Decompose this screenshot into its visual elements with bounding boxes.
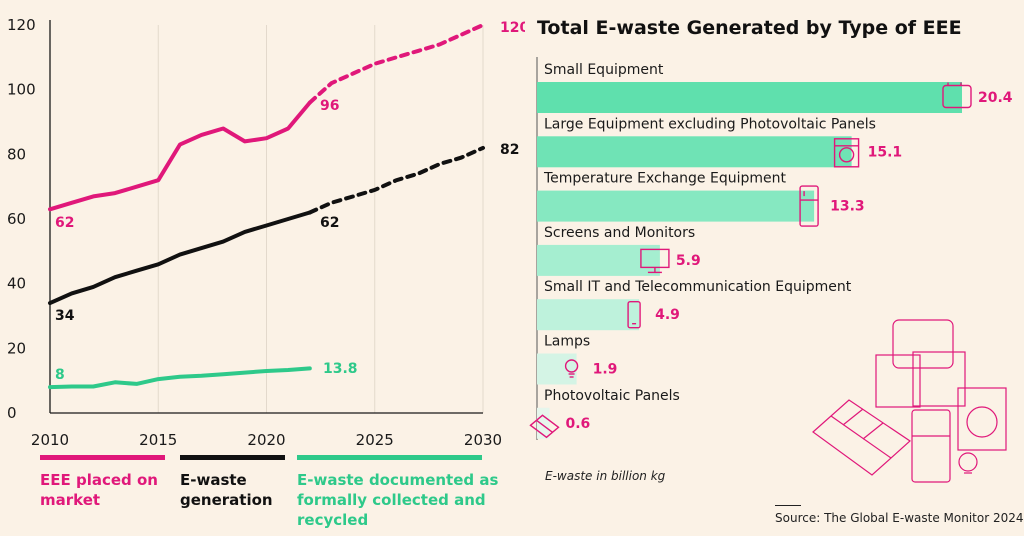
monitor-icon <box>912 351 966 407</box>
solar-panel-icon <box>529 414 560 439</box>
label-ewaste-2030: 82 <box>500 142 519 158</box>
bar-value-label: 4.9 <box>655 307 680 323</box>
unit-note: E-waste in billion kg <box>545 469 666 483</box>
washing-machine-icon <box>966 406 998 438</box>
legend-swatch-ewaste <box>180 455 285 460</box>
bar-category-label: Lamps <box>544 334 590 350</box>
bar-category-label: Small Equipment <box>544 62 664 78</box>
legend-swatch-eee <box>40 455 165 460</box>
series-projection-0 <box>307 23 485 105</box>
y-tick-label: 80 <box>7 145 26 163</box>
bar-value-label: 20.4 <box>978 90 1013 106</box>
x-tick-label: 2025 <box>356 431 394 449</box>
bar-category-label: Screens and Monitors <box>544 225 695 241</box>
solar-panel-icon <box>812 399 911 476</box>
label-recycled-2010: 8 <box>55 367 65 383</box>
bulb-icon <box>564 359 579 373</box>
washing-machine-icon <box>838 147 855 163</box>
y-tick-label: 100 <box>7 81 36 99</box>
bar-category-label: Large Equipment excluding Photovoltaic P… <box>544 116 876 132</box>
solar-panel-icon <box>830 415 892 459</box>
series-line-1 <box>48 210 312 306</box>
legend-label-recycled: E-waste documented as formally collected… <box>297 471 499 529</box>
series-line-2 <box>48 366 312 390</box>
phone-icon <box>627 301 641 329</box>
bar-value-label: 1.9 <box>593 362 618 378</box>
x-tick-label: 2020 <box>247 431 285 449</box>
label-recycled-2022: 13.8 <box>323 361 358 377</box>
label-eee-2030: 120 <box>500 20 525 36</box>
legend-label-ewaste: E-waste generation <box>180 471 273 509</box>
bulb-icon <box>958 452 978 472</box>
solar-panel-icon <box>536 419 553 433</box>
bar-value-label: 15.1 <box>868 144 903 160</box>
washing-machine-icon <box>957 387 1007 451</box>
series-line-0 <box>48 100 312 212</box>
x-tick-label: 2010 <box>31 431 69 449</box>
y-tick-label: 120 <box>7 16 36 34</box>
y-tick-label: 60 <box>7 210 26 228</box>
monitor-icon <box>640 248 670 269</box>
solar-panel-icon <box>842 408 864 426</box>
label-ewaste-2010: 34 <box>55 308 75 324</box>
bar <box>537 244 660 276</box>
bar-category-label: Temperature Exchange Equipment <box>543 171 786 187</box>
line-chart: 2010 2015 2020 2025 2030 0 20 40 60 80 100 120 62 96 1… <box>7 16 525 449</box>
y-tick-label: 40 <box>7 275 26 293</box>
source-divider <box>775 505 801 506</box>
bar <box>537 299 640 331</box>
bar-category-label: Small IT and Telecommunication Equipment <box>544 279 852 295</box>
label-eee-2010: 62 <box>55 215 74 231</box>
source-note: Source: The Global E-waste Monitor 2024 <box>775 511 1024 525</box>
legend-swatch-recycled <box>297 455 482 460</box>
y-tick-label: 20 <box>7 339 26 357</box>
bar-value-label: 5.9 <box>676 253 701 269</box>
bar <box>537 190 815 222</box>
bar <box>537 407 550 439</box>
solar-panel-icon <box>862 422 884 440</box>
label-ewaste-2022: 62 <box>320 215 339 231</box>
fridge-icon <box>911 409 951 483</box>
fridge-icon <box>799 185 819 227</box>
monitor-icon <box>875 354 921 408</box>
appliances-illustration <box>812 319 1007 483</box>
toaster-icon <box>942 84 972 109</box>
bar <box>537 82 962 113</box>
y-tick-label: 0 <box>7 404 17 422</box>
bar-value-label: 13.3 <box>830 199 865 215</box>
bar <box>537 353 577 385</box>
toaster-icon <box>892 319 954 369</box>
legend-label-eee: EEE placed on market <box>40 471 158 509</box>
bar <box>537 136 852 168</box>
washing-machine-icon <box>833 138 860 168</box>
series-projection-1 <box>307 145 485 215</box>
bar-category-label: Photovoltaic Panels <box>544 388 680 404</box>
label-eee-2022: 96 <box>320 98 339 114</box>
bar-value-label: 0.6 <box>566 416 591 432</box>
bar-chart-title: Total E-waste Generated by Type of EEE <box>537 17 962 39</box>
x-tick-label: 2015 <box>139 431 177 449</box>
x-tick-label: 2030 <box>464 431 502 449</box>
